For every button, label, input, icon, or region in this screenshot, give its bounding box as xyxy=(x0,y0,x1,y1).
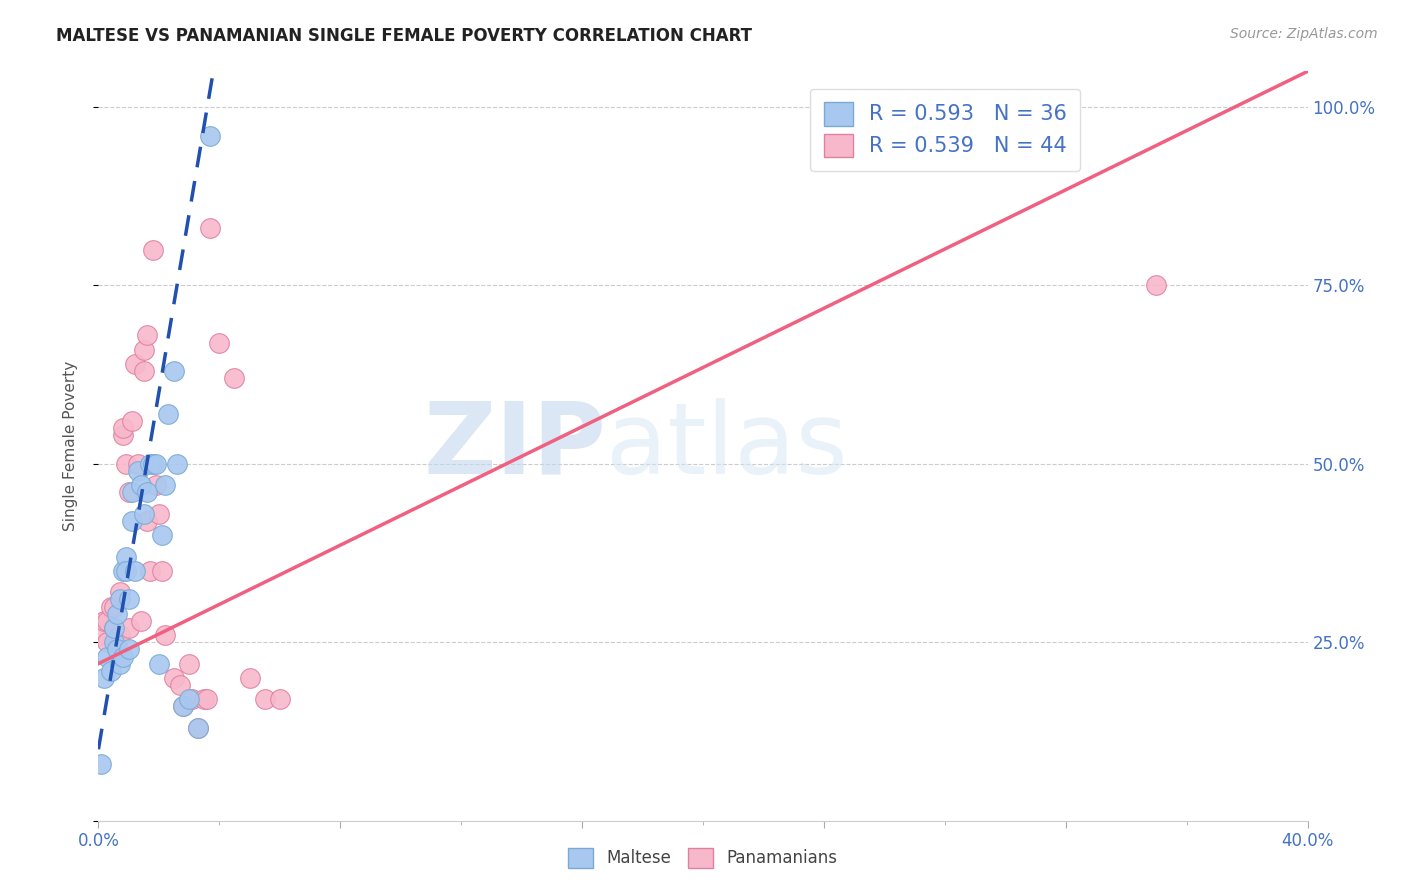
Point xyxy=(127,464,149,478)
Point xyxy=(148,507,170,521)
Point xyxy=(187,721,209,735)
Point xyxy=(90,628,112,642)
Point xyxy=(150,528,173,542)
Point xyxy=(111,421,134,435)
Point xyxy=(105,635,128,649)
Point xyxy=(96,649,118,664)
Point xyxy=(142,457,165,471)
Point xyxy=(132,507,155,521)
Point xyxy=(142,243,165,257)
Point xyxy=(108,657,131,671)
Point xyxy=(145,457,167,471)
Point xyxy=(114,549,136,564)
Point xyxy=(103,621,125,635)
Point xyxy=(118,592,141,607)
Point xyxy=(187,721,209,735)
Point xyxy=(135,485,157,500)
Point xyxy=(103,621,125,635)
Point xyxy=(118,621,141,635)
Point xyxy=(139,457,162,471)
Legend: Maltese, Panamanians: Maltese, Panamanians xyxy=(562,841,844,875)
Point xyxy=(124,357,146,371)
Text: ZIP: ZIP xyxy=(423,398,606,494)
Point xyxy=(90,756,112,771)
Point xyxy=(121,485,143,500)
Point xyxy=(239,671,262,685)
Point xyxy=(93,614,115,628)
Point xyxy=(253,692,276,706)
Point xyxy=(111,564,134,578)
Point xyxy=(127,457,149,471)
Point xyxy=(103,635,125,649)
Y-axis label: Single Female Poverty: Single Female Poverty xyxy=(63,361,77,531)
Point xyxy=(200,128,222,143)
Point xyxy=(172,699,194,714)
Point xyxy=(195,692,218,706)
Point xyxy=(179,657,201,671)
Point xyxy=(150,564,173,578)
Text: MALTESE VS PANAMANIAN SINGLE FEMALE POVERTY CORRELATION CHART: MALTESE VS PANAMANIAN SINGLE FEMALE POVE… xyxy=(56,27,752,45)
Point xyxy=(179,692,201,706)
Point xyxy=(1144,278,1167,293)
Point xyxy=(108,585,131,599)
Point xyxy=(93,671,115,685)
Point xyxy=(156,407,179,421)
Point xyxy=(129,478,152,492)
Point xyxy=(118,642,141,657)
Point xyxy=(181,692,204,706)
Point xyxy=(114,457,136,471)
Point xyxy=(129,614,152,628)
Point xyxy=(224,371,246,385)
Text: atlas: atlas xyxy=(606,398,848,494)
Point xyxy=(118,485,141,500)
Point xyxy=(108,628,131,642)
Point xyxy=(132,364,155,378)
Point xyxy=(132,343,155,357)
Point xyxy=(124,564,146,578)
Point xyxy=(105,642,128,657)
Point xyxy=(103,599,125,614)
Point xyxy=(96,635,118,649)
Text: Source: ZipAtlas.com: Source: ZipAtlas.com xyxy=(1230,27,1378,41)
Legend: R = 0.593   N = 36, R = 0.539   N = 44: R = 0.593 N = 36, R = 0.539 N = 44 xyxy=(810,88,1080,171)
Point xyxy=(135,328,157,343)
Point xyxy=(163,364,186,378)
Point xyxy=(121,414,143,428)
Point xyxy=(193,692,215,706)
Point xyxy=(135,514,157,528)
Point xyxy=(153,478,176,492)
Point xyxy=(108,592,131,607)
Point xyxy=(172,699,194,714)
Point xyxy=(100,599,122,614)
Point xyxy=(169,678,191,692)
Point xyxy=(139,564,162,578)
Point xyxy=(166,457,188,471)
Point xyxy=(208,335,231,350)
Point xyxy=(111,428,134,442)
Point xyxy=(105,607,128,621)
Point xyxy=(163,671,186,685)
Point xyxy=(114,564,136,578)
Point xyxy=(269,692,291,706)
Point xyxy=(121,514,143,528)
Point xyxy=(96,614,118,628)
Point xyxy=(148,657,170,671)
Point xyxy=(153,628,176,642)
Point xyxy=(100,664,122,678)
Point xyxy=(200,221,222,235)
Point xyxy=(145,478,167,492)
Point xyxy=(111,649,134,664)
